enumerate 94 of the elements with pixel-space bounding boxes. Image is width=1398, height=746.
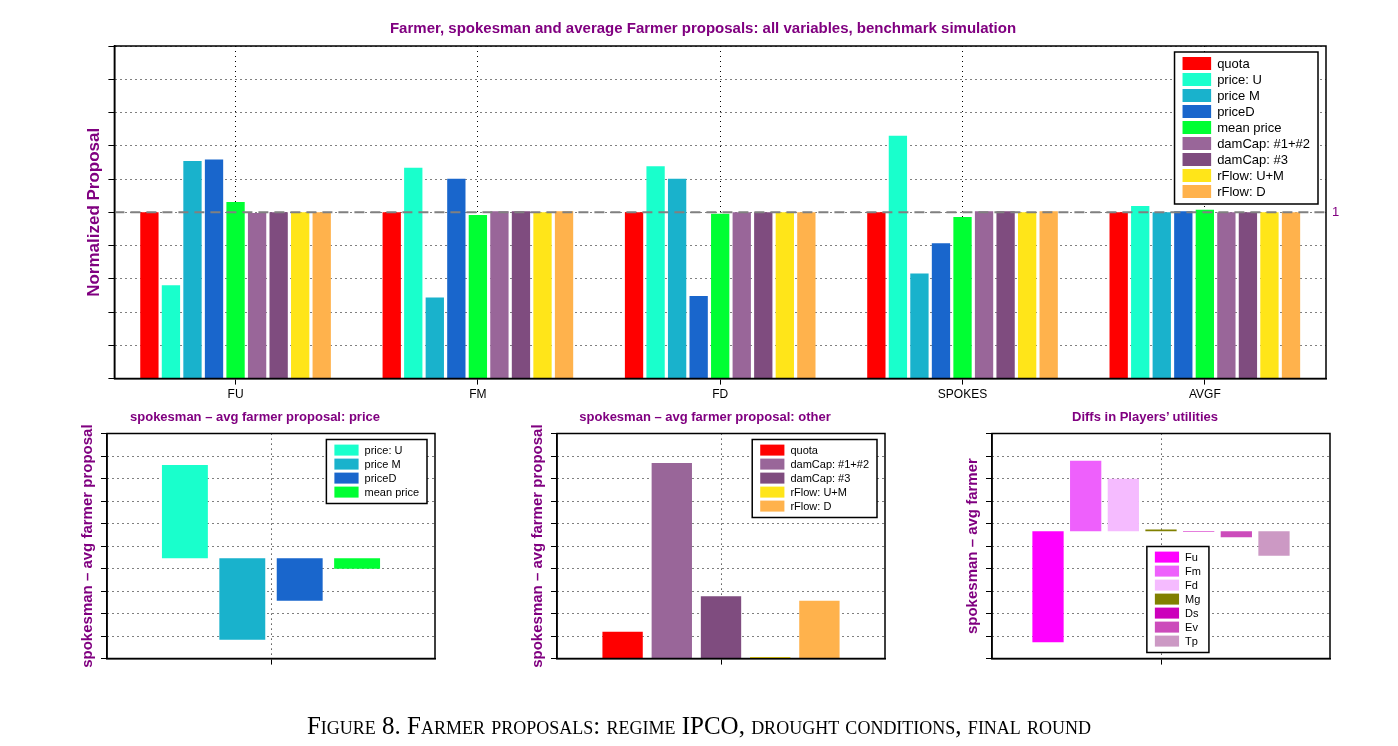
bar <box>382 212 401 379</box>
bar <box>404 167 423 379</box>
bar <box>1281 212 1301 379</box>
legend-label: priceD <box>1217 103 1255 119</box>
y-axis-title: Normalized Proposal <box>83 127 103 297</box>
bar <box>312 212 331 379</box>
bar <box>651 462 692 659</box>
bar <box>247 213 267 379</box>
legend-label: price M <box>364 457 401 470</box>
chart-title: spokesman – avg farmer proposal: price <box>130 409 380 425</box>
chart-title: spokesman – avg farmer proposal: other <box>579 409 831 425</box>
bar <box>511 211 531 379</box>
bar <box>667 178 687 379</box>
legend-label: rFlow: D <box>790 499 832 512</box>
legend-label: Mg <box>1185 592 1201 605</box>
bar <box>425 297 444 379</box>
legend-label: damCap: #1+#2 <box>790 457 870 470</box>
legend-label: quota <box>790 443 819 456</box>
bar <box>799 600 840 659</box>
legend-label: rFlow: U+M <box>790 485 847 498</box>
bar <box>140 212 159 379</box>
bar <box>554 211 574 379</box>
chart-title: Diffs in Players’ utilities <box>1072 409 1218 425</box>
legend-label: price: U <box>364 443 403 456</box>
legend-label: damCap: #3 <box>790 471 851 484</box>
bar <box>711 213 730 379</box>
legend-label: Fm <box>1185 564 1201 577</box>
bar <box>1258 531 1290 556</box>
bar <box>953 216 972 379</box>
legend-label: damCap: #3 <box>1217 151 1288 167</box>
legend-label: Ev <box>1185 620 1199 633</box>
legend-label: rFlow: U+M <box>1217 167 1284 183</box>
bar <box>646 166 665 379</box>
bar <box>1109 212 1128 379</box>
bar <box>1152 212 1171 379</box>
bar <box>689 296 708 379</box>
bar <box>867 212 886 379</box>
bar <box>1217 212 1236 379</box>
bar <box>204 159 224 379</box>
bar <box>624 212 644 379</box>
bar <box>1107 478 1139 532</box>
legend-label: mean price <box>364 485 420 498</box>
y-axis-title: spokesman – avg farmer <box>963 457 981 635</box>
legend-label: damCap: #1+#2 <box>1217 135 1310 151</box>
bar <box>226 202 245 379</box>
bar <box>447 178 466 379</box>
bar <box>996 211 1015 379</box>
legend-label: price M <box>1217 87 1260 103</box>
x-tick-label: AVGF <box>1188 387 1221 402</box>
bar <box>910 273 929 379</box>
bar <box>1174 211 1193 379</box>
legend-label: price: U <box>1217 71 1262 87</box>
bar <box>1238 212 1258 379</box>
x-tick-label: FM <box>469 387 487 402</box>
legend-label: Fd <box>1185 578 1198 591</box>
bar <box>1195 209 1214 379</box>
chart-title: Farmer, spokesman and average Farmer proposals: all variables, benchmark simulation <box>389 19 1017 37</box>
y-axis-title: spokesman – avg farmer proposal <box>78 424 96 668</box>
bar <box>1039 211 1058 379</box>
bar <box>490 211 509 379</box>
bar <box>602 631 643 659</box>
bar <box>974 211 994 379</box>
legend-label: rFlow: D <box>1217 183 1266 199</box>
legend-label: priceD <box>364 471 397 484</box>
bar <box>1220 531 1252 538</box>
legend-label: quota <box>1217 55 1251 71</box>
bar <box>1070 460 1102 532</box>
legend-label: Fu <box>1185 550 1198 563</box>
bar <box>1017 212 1037 379</box>
legend-label: Tp <box>1185 634 1198 647</box>
bar <box>1131 205 1150 379</box>
ref-line-label: 1 <box>1332 203 1340 219</box>
bar <box>931 243 951 379</box>
bar <box>775 212 794 379</box>
x-tick-label: SPOKES <box>937 387 988 402</box>
caption: Figure 8. Farmer proposals: regime IPCO, drought conditions, final round <box>305 712 1093 740</box>
x-tick-label: FU <box>227 387 244 402</box>
bar <box>291 212 310 379</box>
bar <box>468 214 488 379</box>
bar <box>1260 212 1279 379</box>
bar <box>754 212 773 379</box>
bar <box>797 212 816 379</box>
bar <box>888 135 908 379</box>
bar <box>269 212 288 379</box>
y-axis-title: spokesman – avg farmer proposal <box>528 424 546 668</box>
bar <box>161 285 181 379</box>
bar <box>700 596 742 659</box>
bar <box>1032 531 1064 643</box>
bar <box>533 212 552 379</box>
x-tick-label: FD <box>712 387 729 402</box>
bar <box>732 212 751 379</box>
legend-label: mean price <box>1217 119 1282 135</box>
legend-label: Ds <box>1185 606 1199 619</box>
bar <box>183 161 202 379</box>
